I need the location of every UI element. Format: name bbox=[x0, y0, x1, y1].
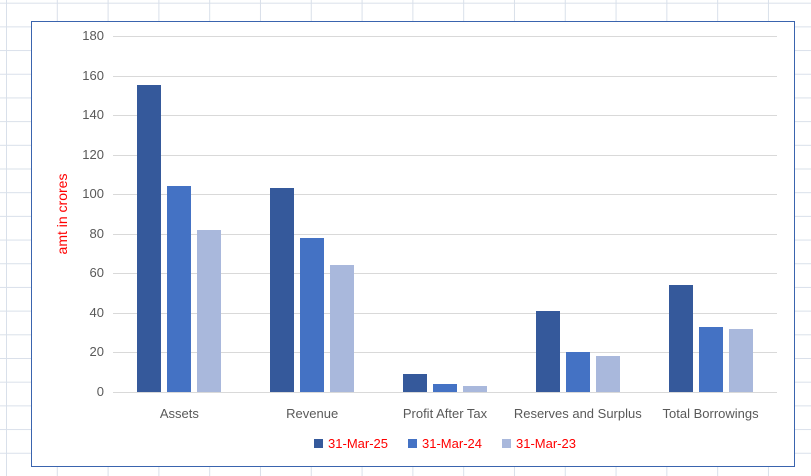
x-axis-category-label: Profit After Tax bbox=[402, 406, 488, 421]
plot-gridline bbox=[113, 392, 777, 393]
bar[interactable] bbox=[535, 310, 560, 392]
bar-clusters bbox=[113, 36, 777, 392]
x-axis-category-label: Reserves and Surplus bbox=[513, 406, 642, 421]
legend-marker-icon bbox=[501, 439, 511, 448]
bar[interactable] bbox=[197, 229, 222, 392]
bar-cluster bbox=[246, 36, 379, 392]
legend-label: 31-Mar-24 bbox=[422, 436, 482, 451]
y-axis-tick-label: 180 bbox=[82, 28, 104, 43]
bar[interactable] bbox=[270, 188, 295, 392]
legend-label: 31-Mar-25 bbox=[328, 436, 389, 451]
chart-legend: 31-Mar-25 31-Mar-24 31-Mar-23 bbox=[113, 436, 777, 451]
bar[interactable] bbox=[698, 326, 723, 392]
plot-gridline bbox=[113, 352, 777, 354]
bar[interactable] bbox=[565, 352, 590, 392]
bar-cluster bbox=[644, 36, 777, 392]
legend-item[interactable]: 31-Mar-23 bbox=[501, 436, 576, 451]
bar[interactable] bbox=[728, 328, 753, 392]
plot-gridline bbox=[113, 115, 777, 117]
bar[interactable] bbox=[402, 374, 427, 392]
bar[interactable] bbox=[462, 386, 487, 392]
y-axis-tick-label: 0 bbox=[96, 384, 104, 399]
legend-label: 31-Mar-23 bbox=[515, 436, 576, 451]
plot-gridline bbox=[113, 194, 777, 196]
x-axis-category-label: Assets bbox=[159, 406, 199, 421]
y-axis-tick-label: 120 bbox=[82, 146, 104, 162]
legend-marker-icon bbox=[408, 439, 418, 448]
y-axis-tick-label: 40 bbox=[89, 304, 104, 320]
legend-item[interactable]: 31-Mar-25 bbox=[314, 436, 388, 451]
legend-item[interactable]: 31-Mar-24 bbox=[408, 436, 482, 451]
bar-cluster bbox=[113, 36, 246, 392]
x-axis-category-label: Total Borrowings bbox=[662, 406, 759, 421]
chart-canvas[interactable]: amt in crores 0 20 40 60 80 100 120 140 160 180 A… bbox=[31, 21, 795, 467]
y-axis-tick-label: 100 bbox=[82, 186, 104, 202]
bar[interactable] bbox=[432, 384, 457, 392]
bar[interactable] bbox=[167, 186, 192, 392]
bar-cluster bbox=[379, 36, 512, 392]
x-axis-category-labels: Assets Revenue Profit After Tax Reserves an… bbox=[113, 406, 777, 422]
y-axis-tick-label: 140 bbox=[82, 107, 104, 123]
y-axis-tick-label: 80 bbox=[89, 225, 104, 241]
plot-gridline bbox=[113, 36, 777, 37]
x-axis-category-label: Revenue bbox=[286, 406, 339, 421]
bar-cluster bbox=[511, 36, 644, 392]
legend-marker-icon bbox=[314, 439, 324, 448]
plot-gridline bbox=[113, 273, 777, 275]
bar[interactable] bbox=[668, 285, 693, 392]
y-axis-tick-label: 20 bbox=[89, 344, 104, 360]
bar[interactable] bbox=[137, 85, 162, 392]
plot-gridline bbox=[113, 75, 777, 77]
plot-gridline bbox=[113, 312, 777, 314]
y-axis-tick-label: 60 bbox=[89, 265, 104, 281]
bar[interactable] bbox=[330, 265, 355, 392]
y-axis-tick-label: 160 bbox=[82, 67, 104, 83]
plot-area bbox=[113, 36, 777, 393]
bar[interactable] bbox=[300, 237, 325, 392]
plot-gridline bbox=[113, 233, 777, 235]
bar[interactable] bbox=[595, 356, 620, 392]
plot-gridline bbox=[113, 154, 777, 156]
